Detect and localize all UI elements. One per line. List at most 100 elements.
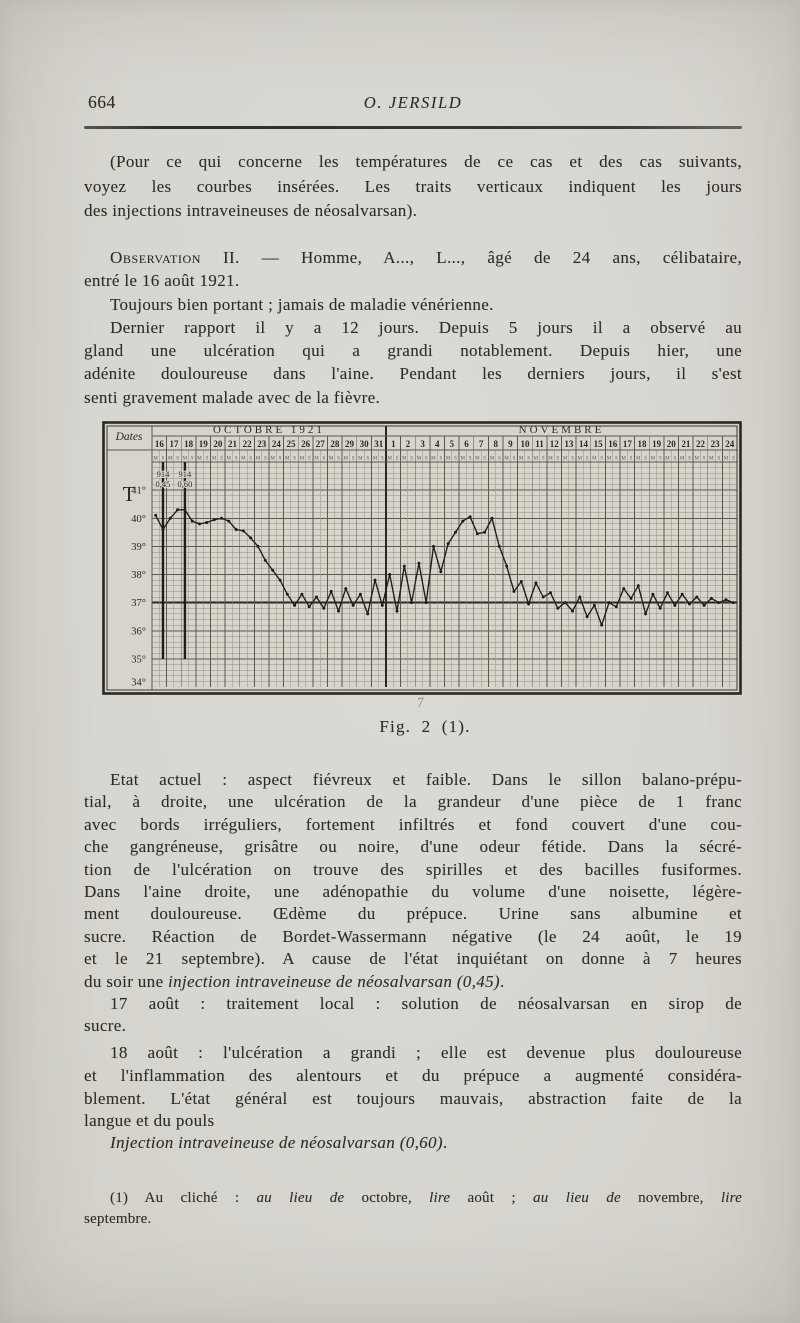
day-number: 13 <box>564 439 574 449</box>
day-number: 27 <box>316 439 326 449</box>
halfday-label: M <box>519 457 524 462</box>
chart-grid <box>107 426 737 690</box>
halfday-label: S <box>673 457 676 462</box>
footnote: (1) Au cliché : au lieu de octobre, lire… <box>84 1188 742 1230</box>
temp-tick-label: 36° <box>131 626 146 637</box>
paragraph-injection-060: Injection intraveineuse de néosalvarsan … <box>84 1132 742 1155</box>
day-number: 28 <box>330 439 340 449</box>
day-number: 24 <box>272 439 282 449</box>
halfday-label: M <box>621 457 626 462</box>
injection-annotation: 914 <box>179 469 193 479</box>
halfday-label: M <box>227 457 232 462</box>
halfday-label: M <box>680 457 685 462</box>
day-number: 4 <box>435 439 440 449</box>
halfday-label: M <box>548 457 553 462</box>
day-number: 8 <box>493 439 498 449</box>
day-number: 24 <box>725 439 735 449</box>
halfday-label: S <box>688 457 691 462</box>
halfday-label: S <box>396 457 399 462</box>
text-line: (Pour ce qui concerne les températures d… <box>110 152 742 171</box>
halfday-label: S <box>352 457 355 462</box>
text-line: sucre. Réaction de Bordet-Wassermann nég… <box>84 926 742 946</box>
day-number: 1 <box>391 439 396 449</box>
halfday-label: M <box>387 457 392 462</box>
text-line: Toujours bien portant ; jamais de maladi… <box>110 295 494 314</box>
page-number: 664 <box>88 92 116 112</box>
halfday-label: S <box>454 457 457 462</box>
halfday-label: S <box>527 457 530 462</box>
text-line: tial, à droite, une ulcération de la gra… <box>84 792 742 812</box>
paragraph-toujours: Toujours bien portant ; jamais de maladi… <box>84 293 742 316</box>
text-line: langue et du pouls <box>84 1111 215 1131</box>
halfday-label: S <box>293 457 296 462</box>
halfday-label: S <box>513 457 516 462</box>
halfday-label: M <box>607 457 612 462</box>
temp-tick-label: 37° <box>131 598 146 609</box>
halfday-label: M <box>504 457 509 462</box>
halfday-label: M <box>563 457 568 462</box>
text-line: che gangréneuse, grisâtre ou noire, d'un… <box>84 837 742 857</box>
chart-background <box>104 423 740 693</box>
chart-frame-outer <box>102 421 742 695</box>
text-line: Injection intraveineuse de néosalvarsan … <box>110 1133 448 1152</box>
header-rule <box>84 126 742 129</box>
halfday-label: S <box>191 457 194 462</box>
text-line: et le 21 septembre). A cause de l'état i… <box>84 949 742 969</box>
day-number: 7 <box>479 439 484 449</box>
day-number: 23 <box>257 439 267 449</box>
day-number: 20 <box>667 439 677 449</box>
halfday-label: S <box>337 457 340 462</box>
halfday-label: M <box>709 457 714 462</box>
halfday-label: M <box>402 457 407 462</box>
month-label: OCTOBRE 1921 <box>213 424 325 436</box>
halfday-label: M <box>314 457 319 462</box>
halfday-label: S <box>264 457 267 462</box>
text-line: voyez les courbes insérées. Les traits v… <box>84 176 742 196</box>
halfday-label: M <box>578 457 583 462</box>
halfday-label: S <box>600 457 603 462</box>
text-line: 17 août : traitement local : solution de… <box>110 994 742 1013</box>
halfday-label: M <box>153 457 158 462</box>
text-line: des injections intraveineuses de néosalv… <box>84 201 418 221</box>
text-line: du soir une injection intraveineuse de n… <box>84 971 505 991</box>
halfday-label: S <box>220 457 223 462</box>
day-number: 15 <box>594 439 604 449</box>
halfday-label: M <box>212 457 217 462</box>
day-number: 14 <box>579 439 589 449</box>
halfday-label: S <box>498 457 501 462</box>
day-number: 26 <box>301 439 311 449</box>
halfday-label: M <box>695 457 700 462</box>
day-number: 31 <box>374 439 384 449</box>
day-number: 11 <box>535 439 544 449</box>
injection-annotation: 914 <box>157 469 171 479</box>
text-line: et l'inflammation des alentours et du pr… <box>84 1065 742 1085</box>
day-number: 25 <box>286 439 296 449</box>
halfday-label: M <box>344 457 349 462</box>
halfday-label: S <box>322 457 325 462</box>
day-number: 5 <box>450 439 455 449</box>
text-line: (1) Au cliché : au lieu de octobre, lire… <box>110 1190 742 1206</box>
halfday-label: S <box>176 457 179 462</box>
halfday-label: M <box>300 457 305 462</box>
halfday-label: S <box>644 457 647 462</box>
halfday-label: M <box>168 457 173 462</box>
chart-axis-label: T <box>123 482 136 506</box>
injection-annotation: 0,45 <box>156 479 171 489</box>
halfday-label: S <box>542 457 545 462</box>
halfday-label: M <box>724 457 729 462</box>
halfday-label: M <box>373 457 378 462</box>
text-line: gland une ulcération qui a grandi notabl… <box>84 341 742 361</box>
text-line: 18 août : l'ulcération a grandi ; elle e… <box>110 1043 742 1062</box>
paragraph-dernier-rapport: Dernier rapport il y a 12 jours. Depuis … <box>84 316 742 409</box>
text-line: senti gravement malade avec de la fièvre… <box>84 387 381 407</box>
running-title: O. JERSILD <box>363 93 463 112</box>
day-number: 6 <box>464 439 469 449</box>
paragraph-18-aout: 18 août : l'ulcération a grandi ; elle e… <box>84 1042 742 1133</box>
day-number: 9 <box>508 439 513 449</box>
day-number: 22 <box>696 439 706 449</box>
halfday-label: M <box>241 457 246 462</box>
halfday-label: M <box>475 457 480 462</box>
temp-tick-label: 39° <box>131 542 146 553</box>
halfday-label: S <box>439 457 442 462</box>
